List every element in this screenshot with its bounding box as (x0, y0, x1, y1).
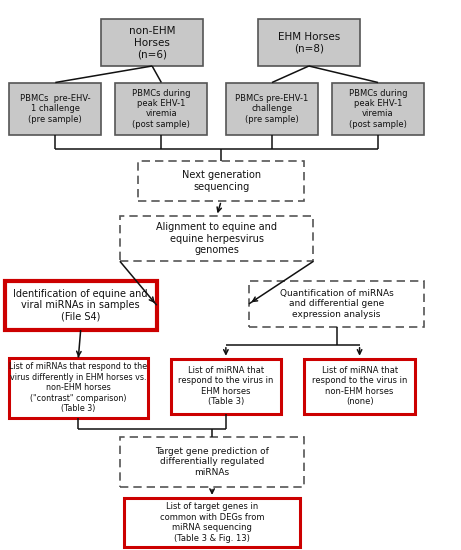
FancyBboxPatch shape (249, 280, 424, 327)
FancyBboxPatch shape (138, 161, 304, 201)
FancyBboxPatch shape (332, 82, 424, 135)
FancyBboxPatch shape (120, 216, 313, 261)
Text: PBMCs pre-EHV-1
challenge
(pre sample): PBMCs pre-EHV-1 challenge (pre sample) (236, 94, 308, 124)
FancyBboxPatch shape (5, 280, 157, 330)
Text: Target gene prediction of
differentially regulated
miRNAs: Target gene prediction of differentially… (155, 447, 269, 477)
Text: non-EHM
Horses
(n=6): non-EHM Horses (n=6) (129, 26, 175, 59)
FancyBboxPatch shape (226, 82, 318, 135)
FancyBboxPatch shape (115, 82, 207, 135)
FancyBboxPatch shape (171, 359, 281, 414)
FancyBboxPatch shape (120, 437, 304, 487)
Text: Alignment to equine and
equine herpesvirus
genomes: Alignment to equine and equine herpesvir… (156, 222, 277, 255)
Text: List of miRNAs that respond to the
virus differently in EHM horses vs.
non-EHM h: List of miRNAs that respond to the virus… (9, 362, 148, 413)
FancyBboxPatch shape (9, 82, 101, 135)
Text: Quantification of miRNAs
and differential gene
expression analysis: Quantification of miRNAs and differentia… (280, 289, 393, 319)
Text: PBMCs during
peak EHV-1
viremia
(post sample): PBMCs during peak EHV-1 viremia (post sa… (132, 89, 190, 129)
Text: List of miRNA that
respond to the virus in
non-EHM horses
(none): List of miRNA that respond to the virus … (312, 366, 407, 406)
Text: List of target genes in
common with DEGs from
miRNA sequencing
(Table 3 & Fig. 1: List of target genes in common with DEGs… (160, 502, 264, 543)
Text: Identification of equine and
viral miRNAs in samples
(File S4): Identification of equine and viral miRNA… (13, 289, 148, 322)
Text: PBMCs during
peak EHV-1
viremia
(post sample): PBMCs during peak EHV-1 viremia (post sa… (349, 89, 407, 129)
FancyBboxPatch shape (304, 359, 415, 414)
FancyBboxPatch shape (258, 19, 360, 66)
FancyBboxPatch shape (9, 358, 148, 418)
FancyBboxPatch shape (124, 498, 300, 547)
FancyBboxPatch shape (101, 19, 203, 66)
Text: Next generation
sequencing: Next generation sequencing (182, 170, 261, 192)
Text: EHM Horses
(n=8): EHM Horses (n=8) (278, 32, 340, 53)
Text: PBMCs  pre-EHV-
1 challenge
(pre sample): PBMCs pre-EHV- 1 challenge (pre sample) (20, 94, 91, 124)
Text: List of miRNA that
respond to the virus in
EHM horses
(Table 3): List of miRNA that respond to the virus … (178, 366, 273, 406)
